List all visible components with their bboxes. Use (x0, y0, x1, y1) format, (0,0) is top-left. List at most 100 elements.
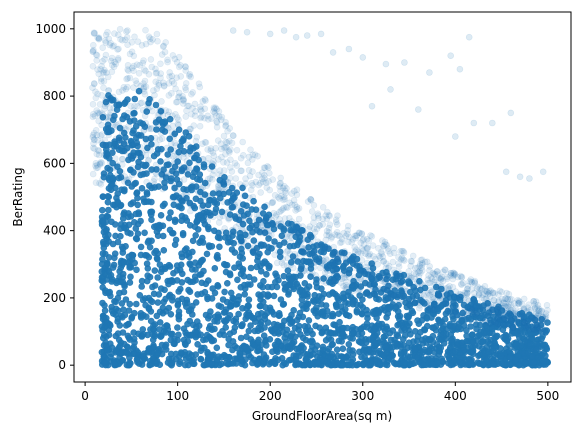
data-point (196, 271, 203, 279)
data-point (444, 351, 451, 359)
data-point (342, 311, 350, 319)
data-point (202, 280, 210, 288)
data-point (414, 317, 421, 324)
data-point (182, 341, 189, 349)
data-point (460, 346, 468, 354)
data-point (372, 355, 380, 363)
data-point (307, 273, 314, 281)
data-point (194, 175, 201, 183)
data-point (505, 347, 513, 355)
data-point (476, 351, 484, 359)
data-point (236, 350, 244, 358)
data-point (328, 341, 336, 349)
data-point (224, 179, 232, 186)
data-point (133, 266, 140, 274)
data-point (310, 202, 318, 209)
data-point (280, 272, 288, 280)
data-point (333, 346, 341, 354)
data-point (267, 244, 274, 252)
data-point (397, 248, 404, 255)
data-point (389, 258, 397, 266)
data-point (317, 259, 325, 266)
data-point (144, 239, 152, 246)
data-point (276, 183, 284, 190)
data-point (137, 243, 145, 251)
data-point (245, 296, 253, 304)
data-point (131, 219, 138, 226)
data-point (246, 211, 253, 219)
data-point (276, 312, 283, 319)
data-point (251, 327, 259, 335)
data-point (430, 306, 437, 314)
data-point (318, 329, 326, 337)
data-point (310, 225, 318, 233)
data-point (99, 278, 107, 285)
data-point (145, 198, 152, 205)
data-point (117, 225, 124, 232)
data-point (275, 338, 283, 346)
data-point (515, 361, 523, 369)
data-point (89, 101, 97, 108)
data-point (208, 243, 216, 250)
data-point (99, 217, 107, 224)
data-point (488, 304, 496, 311)
data-point (322, 324, 330, 332)
data-point (125, 253, 133, 261)
data-point (101, 307, 109, 314)
data-point (503, 337, 511, 345)
data-point (187, 306, 195, 314)
data-point (236, 181, 244, 188)
data-point (293, 280, 301, 288)
data-point (290, 338, 298, 346)
data-point (426, 69, 433, 76)
data-point (182, 63, 189, 70)
data-point (310, 219, 317, 226)
data-point (235, 310, 242, 318)
data-point (126, 300, 134, 308)
data-point (526, 321, 534, 328)
data-point (115, 336, 123, 344)
data-point (138, 168, 146, 176)
data-point (311, 346, 319, 353)
data-point (472, 317, 479, 324)
data-point (130, 329, 137, 336)
data-point (111, 360, 118, 368)
data-point (289, 264, 297, 272)
data-point (203, 250, 211, 258)
x-tick-label: 0 (81, 389, 89, 403)
data-point (226, 270, 234, 277)
data-point (98, 268, 106, 275)
data-point (99, 44, 106, 52)
data-point (358, 256, 366, 264)
data-point (257, 302, 264, 310)
data-point (277, 207, 285, 214)
data-point (220, 198, 227, 205)
data-point (225, 214, 232, 222)
data-point (424, 297, 432, 305)
data-point (124, 138, 132, 145)
data-point (345, 45, 353, 53)
data-point (397, 349, 405, 357)
data-point (114, 143, 121, 151)
data-point (112, 347, 120, 354)
data-point (145, 71, 153, 78)
data-point (192, 323, 200, 331)
data-point (146, 273, 154, 281)
data-point (274, 321, 281, 329)
data-point (295, 349, 302, 356)
data-point (157, 60, 164, 68)
data-point (151, 91, 158, 99)
data-point (455, 324, 463, 331)
data-point (164, 58, 171, 66)
data-point (456, 65, 464, 73)
data-point (108, 218, 115, 226)
data-point (159, 232, 167, 240)
data-point (532, 321, 539, 329)
data-point (143, 260, 151, 268)
data-point (123, 28, 130, 35)
data-point (197, 211, 204, 218)
data-point (447, 361, 455, 369)
data-point (151, 267, 159, 274)
data-point (99, 206, 106, 214)
data-point (108, 54, 116, 62)
